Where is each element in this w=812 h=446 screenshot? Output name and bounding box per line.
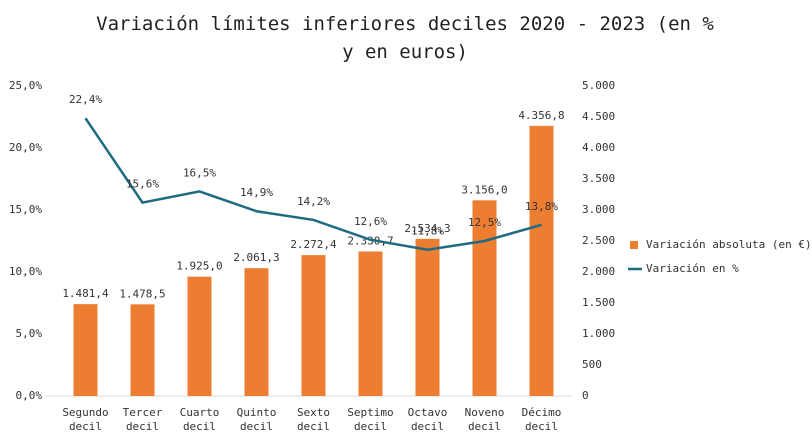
bar — [187, 276, 212, 396]
data-label: 12,6% — [354, 215, 387, 228]
data-label: 2.534,3 — [404, 222, 450, 235]
bar — [358, 251, 383, 396]
y-tick-label: 20,0% — [9, 141, 42, 154]
data-label: 4.356,8 — [518, 109, 564, 122]
x-tick-label: Segundo decil — [62, 406, 109, 433]
bar — [301, 255, 326, 396]
y-tick-label: 1.500 — [582, 296, 615, 309]
data-label: 15,6% — [126, 178, 159, 191]
x-tick-label: Noveno decil — [464, 406, 505, 433]
legend-label: Variación absoluta (en €) — [646, 238, 812, 251]
y-tick-label: 5.000 — [582, 79, 615, 92]
data-label: 14,2% — [297, 195, 330, 208]
data-label: 1.925,0 — [176, 260, 222, 273]
data-label: 22,4% — [69, 93, 102, 106]
y-tick-label: 2.000 — [582, 265, 615, 278]
bar — [244, 268, 269, 396]
y-tick-label: 25,0% — [9, 79, 42, 92]
x-tick-label: Décimo decil — [521, 406, 562, 433]
y-tick-label: 10,0% — [9, 265, 42, 278]
data-label: 12,5% — [468, 216, 501, 229]
chart-title: Variación límites inferiores deciles 202… — [96, 13, 714, 63]
bar — [130, 304, 155, 396]
y-tick-label: 3.000 — [582, 203, 615, 216]
data-label: 2.061,3 — [233, 251, 279, 264]
x-tick-label: Septimo decil — [347, 406, 394, 433]
x-tick-label: Octavo decil — [407, 406, 448, 433]
y-tick-label: 2.500 — [582, 234, 615, 247]
x-tick-label: Tercer decil — [122, 406, 163, 433]
y-tick-label: 1.000 — [582, 327, 615, 340]
data-label: 11,8% — [411, 225, 444, 238]
legend-swatch — [630, 241, 638, 249]
y-tick-label: 5,0% — [16, 327, 43, 340]
y-tick-label: 15,0% — [9, 203, 42, 216]
x-tick-label: Sexto decil — [296, 406, 331, 433]
data-label: 3.156,0 — [461, 183, 507, 196]
bar — [415, 238, 440, 396]
y-tick-label: 0 — [582, 389, 589, 402]
y-tick-label: 500 — [582, 358, 602, 371]
data-label: 13,8% — [525, 200, 558, 213]
x-tick-label: Quinto decil — [236, 406, 277, 433]
x-tick-label: Cuarto decil — [179, 406, 220, 433]
legend-label: Variación en % — [646, 262, 739, 275]
y-tick-label: 3.500 — [582, 172, 615, 185]
data-label: 1.478,5 — [119, 287, 165, 300]
line — [84, 117, 542, 251]
data-label: 1.481,4 — [62, 287, 109, 300]
y-tick-label: 4.000 — [582, 141, 615, 154]
bar — [529, 125, 554, 396]
bar — [472, 200, 497, 396]
bar — [73, 304, 98, 396]
data-label: 2.272,4 — [290, 238, 337, 251]
y-tick-label: 4.500 — [582, 110, 615, 123]
data-label: 16,5% — [183, 166, 216, 179]
data-label: 14,9% — [240, 186, 273, 199]
y-tick-label: 0,0% — [16, 389, 43, 402]
